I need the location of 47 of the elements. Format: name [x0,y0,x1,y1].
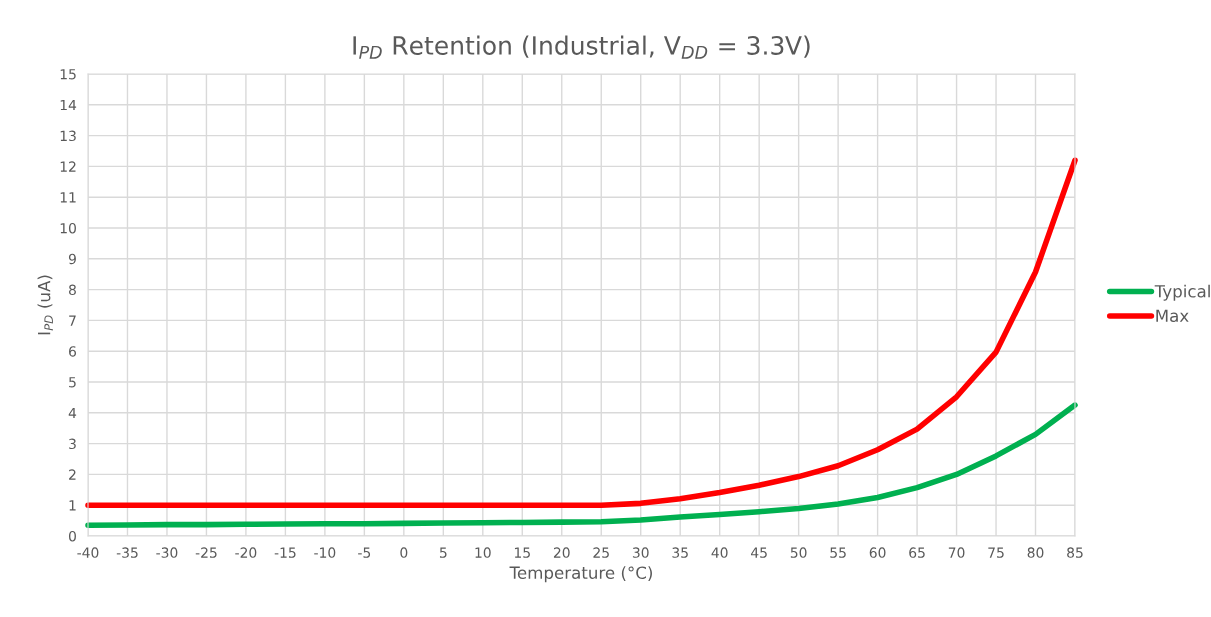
y-tick-label: 15 [60,69,76,80]
legend-label: Max [1156,309,1189,323]
x-tick-label: 80 [1027,547,1044,558]
x-tick-label: 5 [439,547,447,558]
x-tick-label: -25 [195,547,217,558]
y-tick-label: 8 [68,284,76,296]
y-tick-label: 3 [69,438,76,450]
y-axis-title: I$_{PD}$ (uA) [37,275,53,335]
legend-label: Typical [1154,284,1210,301]
x-tick-label: 55 [830,547,846,558]
x-tick-label: 35 [672,547,688,558]
x-tick-label: -20 [235,547,257,558]
x-tick-label: -10 [314,547,336,558]
x-tick-label: 85 [1067,547,1083,558]
x-tick-label: 60 [869,547,886,558]
x-tick-label: -5 [358,547,371,558]
y-tick-label: 10 [60,222,76,234]
x-tick-label: -30 [156,547,178,558]
y-tick-label: 13 [60,130,76,142]
y-tick-label: 4 [68,407,77,419]
x-tick-label: -35 [116,547,138,558]
x-tick-label: 45 [751,547,767,558]
y-tick-label: 7 [69,315,76,326]
y-tick-label: 0 [68,530,76,542]
y-tick-label: 14 [60,99,77,111]
x-tick-label: 10 [475,547,491,558]
y-tick-label: 9 [68,253,76,265]
x-tick-label: 65 [909,547,925,558]
y-tick-label: 5 [69,377,76,388]
y-tick-label: 2 [69,469,76,480]
y-tick-label: 1 [69,500,76,511]
x-tick-label: -40 [77,547,99,558]
y-tick-label: 12 [60,161,76,172]
chart-title: I$_{PD}$ Retention (Industrial, V$_{DD}$ = 3.3V) [353,35,810,59]
x-tick-label: 15 [514,547,530,558]
x-tick-label: 75 [988,547,1004,558]
x-tick-label: 70 [948,547,965,558]
y-tick-label: 6 [69,346,77,357]
y-tick-label: 11 [60,192,76,203]
x-tick-label: -15 [274,547,296,558]
x-tick-label: 50 [790,547,807,558]
x-tick-label: 30 [632,547,649,558]
x-axis-title: Temperature (°C) [509,566,652,583]
x-tick-label: 0 [400,547,408,558]
x-tick-label: 40 [711,547,728,558]
x-tick-label: 25 [593,547,609,558]
x-tick-label: 20 [553,547,570,558]
